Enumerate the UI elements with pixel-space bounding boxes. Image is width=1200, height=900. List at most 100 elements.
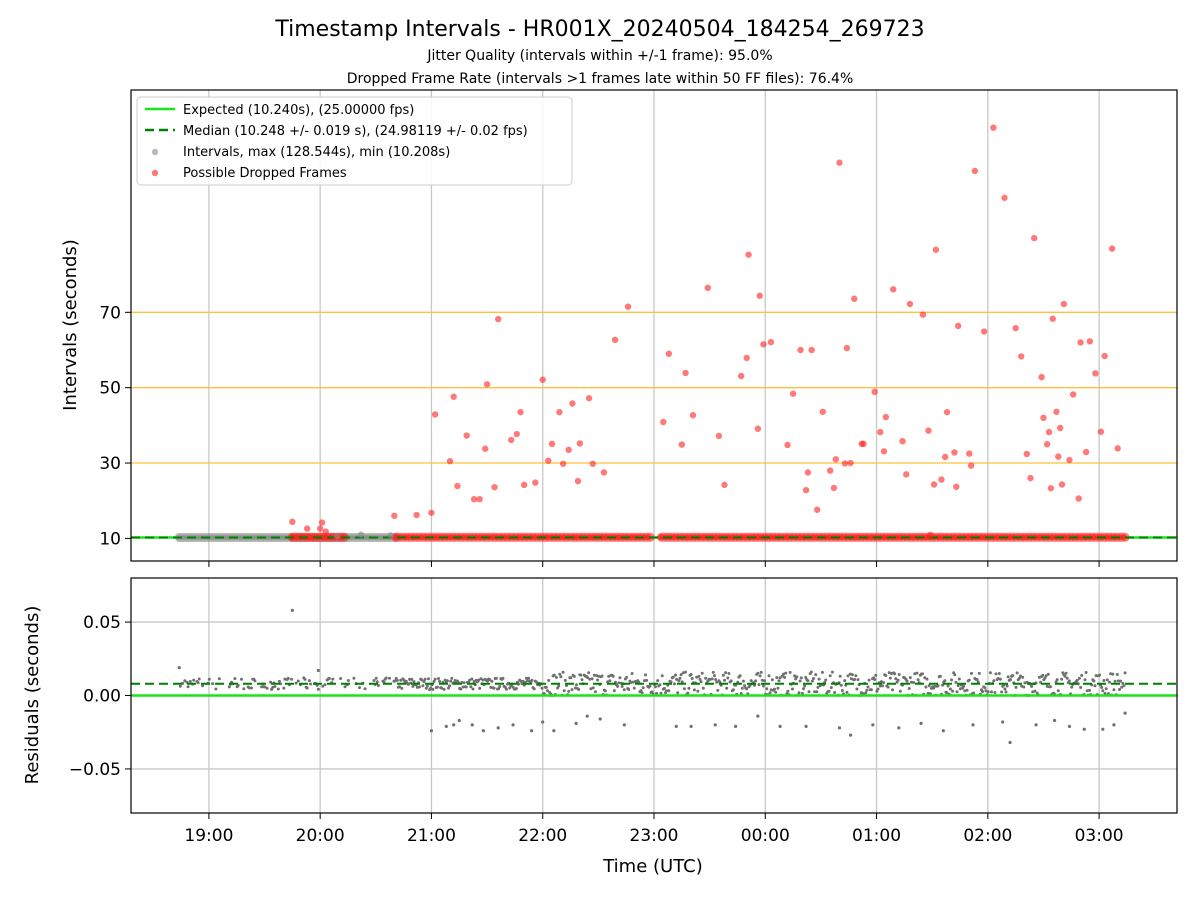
dropped-frame-point bbox=[470, 496, 478, 503]
residual-point bbox=[698, 677, 702, 681]
residual-point bbox=[770, 678, 774, 682]
dropped-frame-point bbox=[971, 167, 979, 175]
x-tick-label: 22:00 bbox=[518, 826, 567, 846]
residual-point bbox=[1063, 674, 1067, 678]
residual-point bbox=[399, 678, 403, 682]
residual-point bbox=[1102, 679, 1106, 682]
residual-point bbox=[965, 688, 969, 692]
residual-point bbox=[374, 676, 378, 680]
residual-point bbox=[197, 677, 201, 681]
residual-point bbox=[687, 686, 691, 690]
residual-outlier-point bbox=[1034, 723, 1038, 727]
residual-point bbox=[758, 674, 762, 678]
dropped-frame-point bbox=[624, 303, 632, 310]
residual-outlier-point bbox=[444, 724, 448, 728]
residual-point bbox=[192, 678, 196, 682]
dropped-frame-point bbox=[463, 432, 470, 439]
dropped-frame-point bbox=[316, 525, 324, 532]
residual-point bbox=[875, 689, 879, 693]
residual-outlier-point bbox=[429, 729, 434, 733]
residual-point bbox=[806, 679, 810, 683]
residual-point bbox=[986, 690, 990, 694]
residual-point bbox=[552, 673, 556, 677]
residual-point bbox=[1119, 679, 1123, 683]
residual-point bbox=[611, 674, 615, 678]
residual-outlier-point bbox=[552, 729, 556, 733]
residual-point bbox=[843, 679, 847, 683]
residual-outlier-point bbox=[529, 729, 534, 733]
residual-point bbox=[869, 688, 873, 692]
chart-legend: Expected (10.240s), (25.00000 fps) Media… bbox=[136, 96, 573, 186]
residual-outlier-point bbox=[713, 723, 717, 727]
residual-point bbox=[1004, 690, 1008, 694]
residuals-plot: −0.05 0.00 0.05 19:00 20:00 21:00 22:00 23:00 00… bbox=[69, 577, 1178, 846]
residual-point bbox=[754, 679, 758, 683]
residual-point bbox=[433, 677, 437, 681]
dropped-frame-point bbox=[737, 372, 745, 380]
residual-point bbox=[669, 680, 673, 684]
residual-point bbox=[294, 681, 298, 685]
residual-point bbox=[957, 677, 961, 681]
residual-point bbox=[1046, 672, 1050, 676]
residuals-y-tick-label: 0.05 bbox=[83, 613, 121, 633]
residual-point bbox=[936, 684, 940, 688]
residual-point bbox=[388, 676, 391, 680]
residual-point bbox=[838, 674, 842, 678]
residual-point bbox=[1084, 671, 1088, 674]
residual-outlier-point bbox=[1112, 723, 1116, 727]
residual-outlier-point bbox=[481, 729, 485, 733]
residual-point bbox=[955, 690, 959, 694]
residual-point bbox=[665, 689, 669, 693]
residual-point bbox=[977, 671, 981, 675]
residual-point bbox=[398, 685, 401, 689]
residual-point bbox=[412, 680, 416, 684]
residual-point bbox=[768, 691, 772, 695]
dropped-frame-point bbox=[899, 437, 906, 445]
dropped-frame-point bbox=[814, 506, 821, 513]
dropped-frame-point bbox=[665, 350, 673, 357]
residual-point bbox=[756, 671, 760, 675]
dropped-frame-point bbox=[925, 427, 932, 434]
residual-point bbox=[951, 689, 955, 693]
dropped-frame-point bbox=[826, 467, 834, 474]
dropped-frame-point bbox=[1055, 453, 1062, 460]
residual-point bbox=[845, 690, 849, 694]
dropped-frame-point bbox=[548, 440, 556, 448]
residual-point bbox=[829, 686, 833, 690]
dropped-frame-point bbox=[574, 477, 582, 485]
residual-outlier-point bbox=[1067, 724, 1072, 728]
residual-point bbox=[437, 677, 440, 680]
residual-point bbox=[790, 687, 794, 691]
residual-point bbox=[993, 691, 997, 694]
residual-point bbox=[1113, 679, 1117, 683]
legend-expected-label: Expected (10.240s), (25.00000 fps) bbox=[183, 103, 414, 118]
dropped-frame-point bbox=[1114, 445, 1121, 452]
residual-point bbox=[632, 686, 636, 690]
residual-point bbox=[704, 676, 708, 680]
residual-point bbox=[854, 674, 858, 678]
residual-outlier-point bbox=[177, 665, 181, 670]
residual-point bbox=[975, 678, 979, 681]
dropped-frame-point bbox=[513, 430, 520, 438]
dropped-frame-point bbox=[919, 311, 927, 318]
residual-point bbox=[946, 684, 950, 688]
residual-point bbox=[589, 687, 593, 691]
residual-point bbox=[577, 688, 581, 691]
residual-point bbox=[1054, 680, 1058, 684]
dropped-frame-point bbox=[476, 496, 483, 503]
residual-point bbox=[562, 689, 566, 693]
legend-box bbox=[136, 96, 573, 186]
x-tick-label: 02:00 bbox=[963, 826, 1012, 846]
dropped-frame-point bbox=[507, 436, 515, 444]
legend-dropped-label: Possible Dropped Frames bbox=[183, 166, 347, 181]
residual-point bbox=[339, 677, 343, 680]
dropped-frame-point bbox=[1027, 474, 1034, 482]
residual-point bbox=[759, 670, 763, 674]
residual-point bbox=[775, 676, 779, 680]
residual-point bbox=[606, 680, 610, 684]
residual-outlier-point bbox=[1008, 740, 1012, 745]
dropped-frame-point bbox=[678, 441, 686, 448]
residual-point bbox=[253, 679, 257, 683]
residual-point bbox=[201, 684, 205, 688]
residual-point bbox=[358, 686, 361, 690]
